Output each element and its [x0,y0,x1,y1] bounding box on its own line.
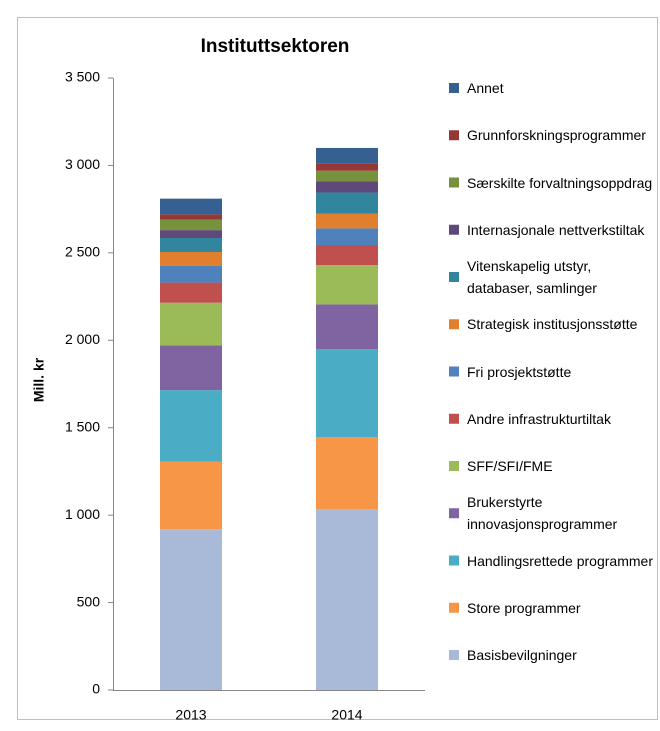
legend-label: Andre infrastrukturtiltak [467,410,611,427]
legend-label: Grunnforskningsprogrammer [467,127,646,144]
bar-segment [160,345,222,391]
y-tick-label: 3 000 [65,156,100,172]
legend-label: Fri prosjektstøtte [467,363,572,380]
y-tick-label: 0 [92,681,100,697]
y-tick-label: 1 000 [65,506,100,522]
bar-segment [316,437,378,510]
legend-swatch [449,319,459,330]
legend-swatch [449,272,459,282]
bar-segment [316,170,378,182]
legend-label: Særskilte forvaltningsoppdrag [467,174,653,191]
bar-segment [316,147,378,164]
bar-segment [160,251,222,266]
bar-segment [316,349,378,438]
legend-label: Vitenskapelig utstyr, databaser, samling… [467,258,597,296]
bar-segment [160,214,222,220]
bar-segment [160,230,222,238]
y-tick-label: 3 500 [65,69,100,85]
bar-segment [160,198,222,215]
bar-segment [160,282,222,303]
bar-segment [316,304,378,350]
bar-segment [160,219,222,231]
legend-swatch [449,413,459,424]
chart-title: Instituttsektoren [201,36,350,57]
y-axis-label: Mill. kr [31,357,47,402]
legend-label: Handlingsrettede programmer [467,552,653,569]
bar-segment [160,529,222,690]
legend-label: Store programmer [467,599,581,616]
legend-swatch [449,366,459,377]
bar-segment [316,509,378,690]
legend-swatch [449,130,459,141]
bar-segment [316,228,378,245]
y-tick-label: 2 500 [65,244,100,260]
legend-swatch [449,224,459,235]
legend-label: Basisbevilgninger [467,647,577,663]
bar-segment [160,390,222,462]
legend-swatch [449,650,459,660]
legend-swatch [449,177,459,188]
bar-segment [316,244,378,266]
legend-swatch [449,555,459,566]
legend-swatch [449,602,459,613]
bar-segment [316,192,378,214]
legend-label: SFF/SFI/FME [467,458,553,474]
bar-segment [160,237,222,252]
y-tick-label: 2 000 [65,331,100,347]
y-tick-label: 500 [77,593,101,609]
x-tick-label: 2013 [175,707,206,723]
bar-segment [160,265,222,283]
legend-label: Strategisk institusjonsstøtte [467,316,638,333]
legend-swatch [449,461,459,471]
legend-swatch [449,83,459,93]
bar-segment [316,163,378,171]
legend-label: Internasjonale nettverkstiltak [467,221,645,238]
bar-segment [160,461,222,530]
x-tick-label: 2014 [331,707,362,723]
bar-segment [316,181,378,193]
bar-segment [316,213,378,229]
legend-label: Brukerstyrte innovasjonsprogrammer [467,494,618,533]
y-tick-label: 1 500 [65,418,100,434]
legend-swatch [449,508,459,519]
legend-label: Annet [467,80,504,96]
bar-segment [316,265,378,305]
bar-segment [160,302,222,346]
